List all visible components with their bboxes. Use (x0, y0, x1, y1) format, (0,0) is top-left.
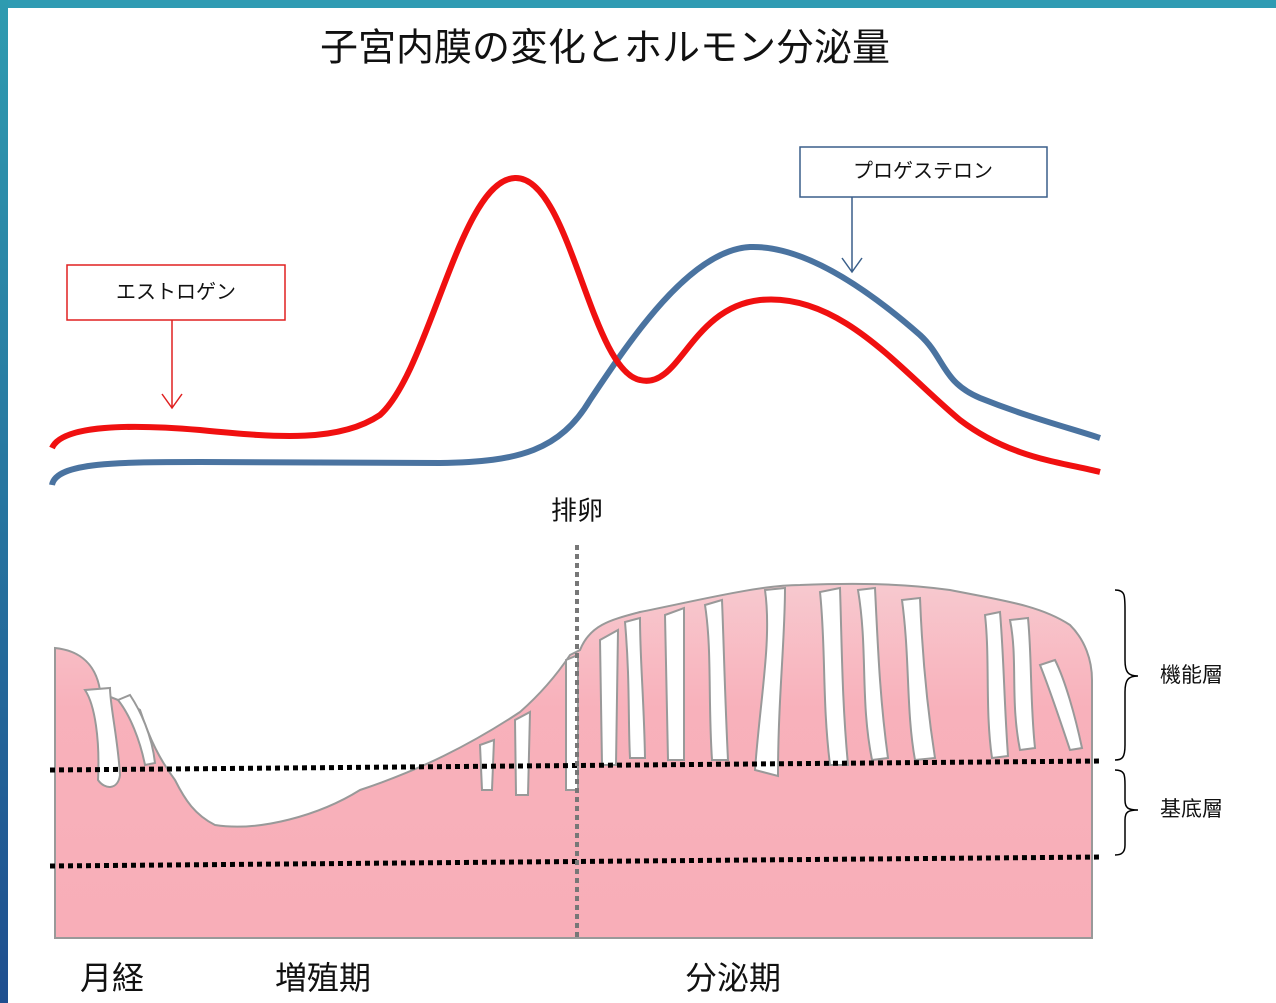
top-bar (0, 0, 1276, 8)
progesterone-arrow (841, 197, 863, 274)
ovulation-label: 排卵 (551, 497, 603, 527)
phase-label: 増殖期 (275, 959, 371, 997)
functional-layer-label: 機能層 (1160, 663, 1223, 687)
estrogen-arrow (161, 320, 183, 410)
phase-label: 分泌期 (685, 959, 781, 997)
side-bar (0, 0, 8, 1003)
progesterone-box (799, 146, 1048, 198)
progesterone-curve (49, 243, 1101, 487)
phase-label: 月経 (80, 959, 144, 997)
progesterone-label: プロゲステロン (853, 159, 993, 183)
basal-brace (1114, 769, 1139, 856)
estrogen-label: エストロゲン (116, 280, 236, 304)
estrogen-box (66, 264, 286, 321)
estrogen-curve (49, 174, 1101, 475)
title: 子宮内膜の変化とホルモン分泌量 (320, 26, 890, 70)
functional-brace (1114, 589, 1139, 761)
glands (83, 586, 1084, 796)
basal-layer-label: 基底層 (1160, 797, 1223, 821)
